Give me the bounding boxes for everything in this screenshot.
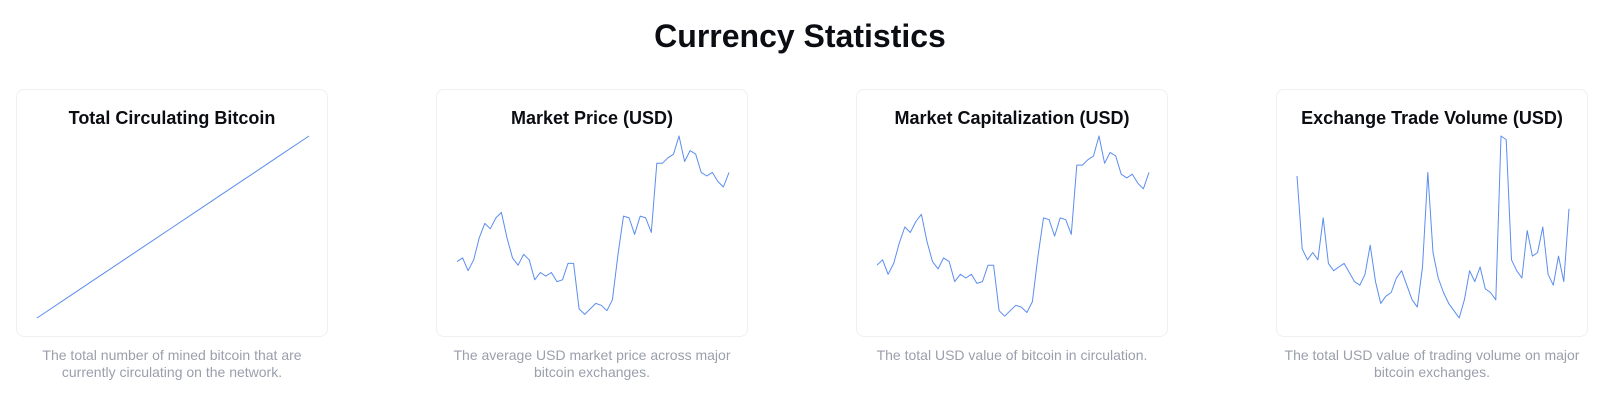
series-line xyxy=(36,135,310,319)
card-description: The total USD value of trading volume on… xyxy=(1284,347,1580,380)
chart-card[interactable]: Market Capitalization (USD) xyxy=(856,89,1168,337)
card-description: The total USD value of bitcoin in circul… xyxy=(876,347,1148,363)
card-description: The average USD market price across majo… xyxy=(453,347,731,380)
stat-card-market-price[interactable]: Market Price (USD) The average USD marke… xyxy=(436,89,748,381)
chart-card[interactable]: Exchange Trade Volume (USD) xyxy=(1276,89,1588,337)
series-line xyxy=(1296,135,1570,319)
chart-card[interactable]: Market Price (USD) xyxy=(436,89,748,337)
series-line xyxy=(456,135,730,315)
card-title: Market Price (USD) xyxy=(510,108,674,128)
stat-card-trade-volume[interactable]: Exchange Trade Volume (USD) The total US… xyxy=(1276,89,1588,381)
card-title: Total Circulating Bitcoin xyxy=(68,108,276,128)
card-title: Exchange Trade Volume (USD) xyxy=(1301,108,1563,128)
sparkline-chart xyxy=(456,135,730,315)
page-title: Currency Statistics xyxy=(654,18,946,54)
sparkline-chart xyxy=(1296,135,1570,319)
card-description: The total number of mined bitcoin that a… xyxy=(42,347,302,380)
stat-card-market-cap[interactable]: Market Capitalization (USD) The total US… xyxy=(856,89,1168,364)
chart-card[interactable]: Total Circulating Bitcoin xyxy=(16,89,328,337)
sparkline-chart xyxy=(36,135,310,319)
stat-card-circulating-bitcoin[interactable]: Total Circulating Bitcoin The total numb… xyxy=(16,89,328,381)
card-title: Market Capitalization (USD) xyxy=(894,108,1130,128)
sparkline-chart xyxy=(876,135,1150,317)
series-line xyxy=(876,135,1150,317)
